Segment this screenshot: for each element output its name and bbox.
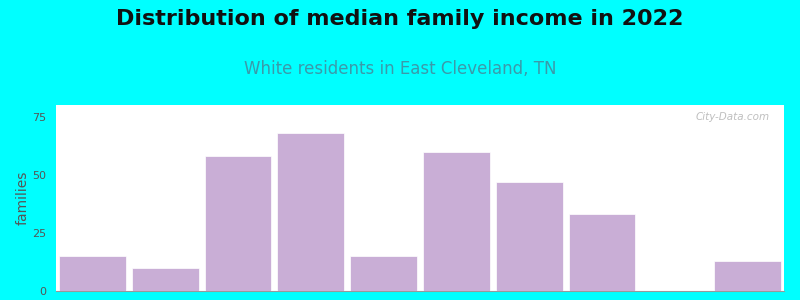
Bar (423, 152, 490, 291)
Bar (132, 268, 198, 291)
Bar (278, 133, 344, 291)
Text: Distribution of median family income in 2022: Distribution of median family income in … (116, 9, 684, 29)
Bar (59, 256, 126, 291)
Bar (569, 214, 635, 291)
Text: City-Data.com: City-Data.com (695, 112, 770, 122)
Bar (714, 261, 781, 291)
Y-axis label: families: families (15, 171, 30, 225)
Text: White residents in East Cleveland, TN: White residents in East Cleveland, TN (244, 60, 556, 78)
Bar (496, 182, 562, 291)
Bar (350, 256, 417, 291)
Bar (205, 156, 271, 291)
